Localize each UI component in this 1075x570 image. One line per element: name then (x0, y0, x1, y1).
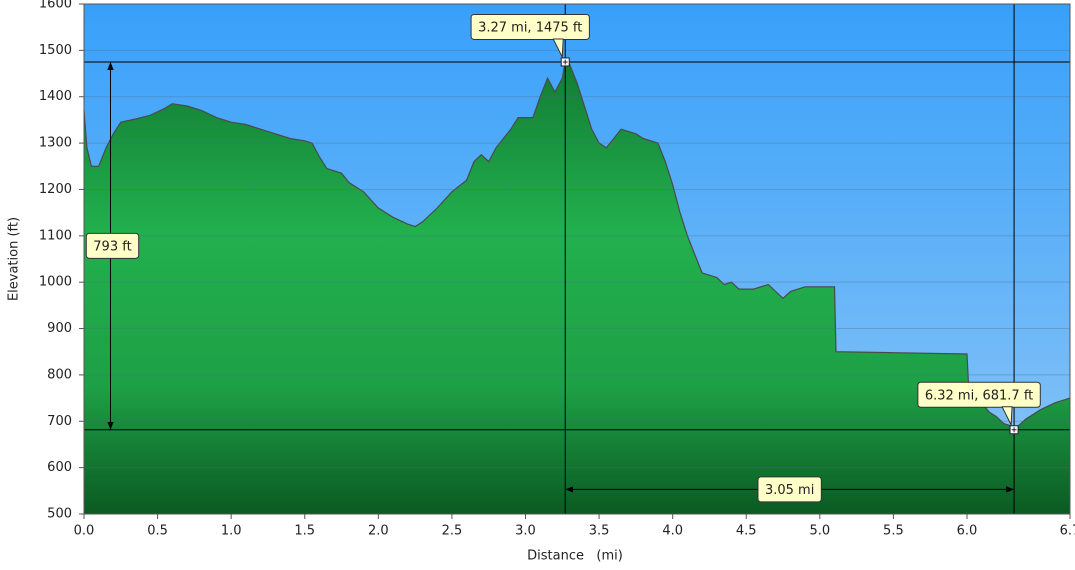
x-tick-label: 6.7 (1060, 524, 1075, 539)
horizontal-span-label-group: 3.05 mi (757, 476, 822, 503)
x-tick-label: 5.5 (883, 524, 904, 539)
marker-label-pointer (1001, 406, 1013, 426)
vertical-span-label: 793 ft (93, 239, 131, 254)
x-tick-label: 5.0 (809, 524, 830, 539)
marker-label-box (917, 381, 1041, 408)
marker-label: 3.27 mi, 1475 ft (478, 20, 582, 35)
y-tick-label: 900 (47, 321, 72, 336)
y-tick-label: 800 (47, 367, 72, 382)
x-tick-label: 0.0 (74, 524, 95, 539)
marker-label-pointer (552, 38, 564, 58)
x-tick-label: 2.5 (442, 524, 463, 539)
vertical-span-label-group: 793 ft (85, 232, 140, 259)
x-tick-label: 4.0 (662, 524, 683, 539)
marker-label-box (470, 13, 590, 40)
marker-label-group: 3.27 mi, 1475 ft (470, 13, 590, 58)
y-axis-label: Elevation (ft) (7, 217, 22, 301)
marker-cross (562, 59, 568, 65)
x-tick-label: 3.0 (515, 524, 536, 539)
marker-label-group: 6.32 mi, 681.7 ft (917, 381, 1041, 426)
marker-label: 6.32 mi, 681.7 ft (925, 388, 1033, 403)
y-tick-label: 1100 (39, 228, 72, 243)
x-tick-label: 1.0 (221, 524, 242, 539)
x-tick-label: 3.5 (589, 524, 610, 539)
x-axis-label: Distance (mi) (527, 549, 623, 564)
x-tick-label: 2.0 (368, 524, 389, 539)
x-tick-label: 6.0 (957, 524, 978, 539)
x-tick-label: 0.5 (147, 524, 168, 539)
y-tick-label: 1500 (39, 43, 72, 58)
elevation-area (84, 62, 1070, 514)
y-tick-label: 1000 (39, 275, 72, 290)
marker-cross (1011, 427, 1017, 433)
y-tick-label: 1300 (39, 136, 72, 151)
y-tick-label: 500 (47, 507, 72, 522)
y-tick-label: 600 (47, 460, 72, 475)
vertical-span-label-box (85, 232, 140, 259)
horizontal-span-label: 3.05 mi (765, 483, 814, 498)
horizontal-span-label-box (757, 476, 822, 503)
y-tick-label: 1600 (39, 0, 72, 12)
y-tick-label: 700 (47, 414, 72, 429)
y-tick-label: 1400 (39, 89, 72, 104)
x-tick-label: 1.5 (294, 524, 315, 539)
y-tick-label: 1200 (39, 182, 72, 197)
plot-frame (83, 3, 1071, 515)
x-tick-label: 4.5 (736, 524, 757, 539)
